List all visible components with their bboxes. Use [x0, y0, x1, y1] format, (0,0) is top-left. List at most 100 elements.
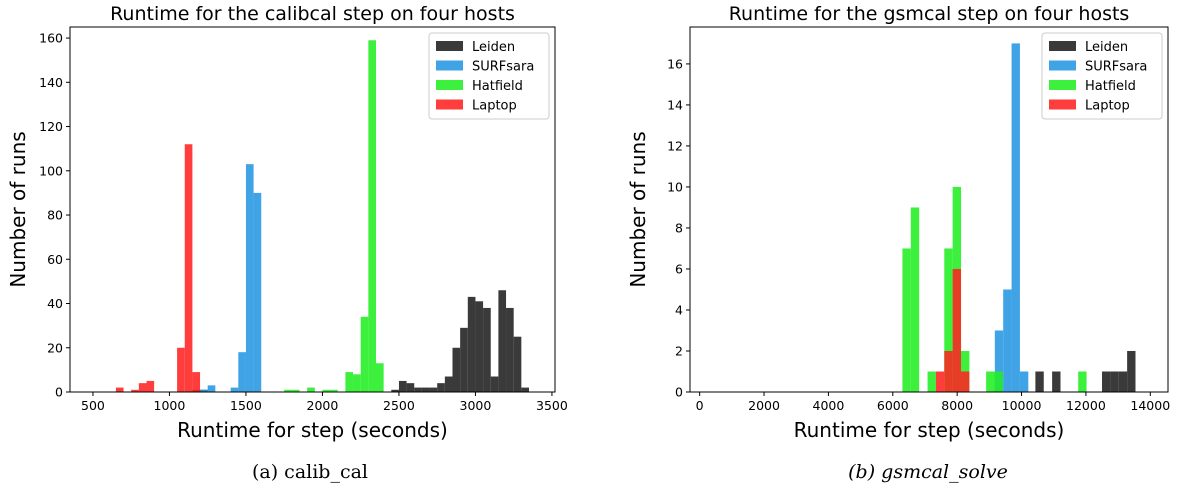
bar-leiden	[1118, 371, 1128, 392]
bar-laptop	[935, 371, 945, 392]
bar-leiden	[429, 387, 438, 392]
bar-leiden	[452, 347, 461, 392]
bar-hatfield	[360, 316, 369, 392]
bar-hatfield	[1078, 371, 1087, 392]
legend-label-laptop: Laptop	[472, 99, 517, 114]
y-tick-label: 10	[667, 179, 683, 194]
y-tick-label: 120	[39, 119, 63, 134]
bar-hatfield	[944, 248, 953, 392]
bar-leiden	[444, 376, 453, 392]
bars	[902, 43, 1136, 393]
y-tick-label: 6	[675, 261, 683, 276]
legend-swatch-leiden	[1049, 41, 1076, 51]
x-tick-label: 6000	[877, 398, 909, 413]
legend-swatch-surfsara	[1049, 60, 1076, 71]
bar-surfsara	[207, 385, 216, 392]
bar-hatfield	[345, 372, 354, 392]
y-tick-label: 12	[667, 138, 683, 153]
legend-label-hatfield: Hatfield	[1085, 79, 1136, 94]
x-tick-label: 12000	[1066, 398, 1106, 413]
x-tick-label: 14000	[1130, 398, 1170, 413]
bar-hatfield	[307, 387, 315, 392]
bar-leiden	[1110, 371, 1119, 392]
y-tick-label: 14	[667, 97, 683, 112]
bar-leiden	[391, 389, 399, 392]
chart-title: Runtime for the gsmcal step on four host…	[729, 3, 1130, 25]
x-tick-label: 10000	[1002, 398, 1042, 413]
plot-frame	[689, 26, 1169, 393]
bar-hatfield	[994, 371, 1003, 392]
bar-hatfield	[927, 371, 936, 392]
legend-swatch-hatfield	[1049, 80, 1076, 90]
bar-hatfield	[322, 389, 331, 392]
bar-surfsara	[245, 164, 254, 392]
bar-hatfield	[291, 389, 300, 392]
legend: Leiden SURFsara Hatfield Laptop	[428, 32, 550, 120]
bar-leiden	[460, 327, 468, 392]
y-axis-label: Number of runs	[626, 131, 650, 287]
legend-label-leiden: Leiden	[472, 40, 515, 55]
legend-label-surfsara: SURFsara	[1085, 60, 1147, 75]
y-tick-label: 60	[47, 252, 63, 267]
bar-hatfield	[902, 248, 911, 392]
legend-label-laptop: Laptop	[1085, 99, 1130, 114]
legend-box	[428, 32, 550, 120]
x-tick-label: 2500	[383, 398, 415, 413]
legend-box	[1041, 32, 1163, 120]
bar-leiden	[467, 296, 476, 392]
bar-hatfield	[330, 389, 338, 392]
bar-leiden	[513, 336, 522, 392]
bar-hatfield	[375, 363, 384, 392]
bar-leiden	[475, 301, 484, 392]
bar-surfsara	[200, 389, 208, 392]
bar-laptop	[944, 350, 953, 392]
legend-swatch-surfsara	[436, 60, 463, 71]
bar-leiden	[521, 387, 529, 392]
y-tick-label: 16	[667, 56, 683, 71]
bar-leiden	[483, 307, 491, 392]
y-tick-label: 0	[55, 385, 63, 400]
bar-leiden	[421, 387, 430, 392]
chart-title: Runtime for the calibcal step on four ho…	[110, 3, 515, 25]
x-tick-label: 0	[696, 398, 704, 413]
bar-leiden	[437, 383, 445, 392]
y-tick-label: 0	[675, 385, 683, 400]
bar-leiden	[1127, 350, 1136, 392]
bar-hatfield	[986, 371, 995, 392]
y-tick-label: 100	[39, 163, 63, 178]
x-tick-label: 2000	[307, 398, 339, 413]
bar-surfsara	[230, 387, 239, 392]
bar-laptop	[192, 372, 201, 392]
legend-swatch-laptop	[1049, 99, 1076, 110]
x-tick-label: 500	[81, 398, 105, 413]
bar-laptop	[131, 389, 139, 392]
x-tick-label: 2000	[748, 398, 780, 413]
bar-leiden	[1035, 371, 1044, 392]
y-tick-label: 160	[39, 31, 63, 46]
y-tick-label: 80	[47, 208, 63, 223]
x-tick-label: 3000	[460, 398, 492, 413]
legend-label-surfsara: SURFsara	[472, 60, 534, 75]
legend: Leiden SURFsara Hatfield Laptop	[1041, 32, 1163, 120]
y-tick-label: 140	[39, 75, 63, 90]
bar-surfsara	[994, 330, 1004, 392]
bar-laptop	[952, 268, 962, 392]
bar-surfsara	[1011, 43, 1020, 393]
y-tick-label: 8	[675, 220, 683, 235]
bar-hatfield	[368, 40, 376, 392]
bar-leiden	[414, 387, 422, 392]
bar-laptop	[138, 383, 147, 392]
bar-surfsara	[253, 192, 262, 392]
bar-surfsara	[238, 352, 246, 392]
y-tick-label: 4	[675, 302, 683, 317]
legend-label-leiden: Leiden	[1085, 40, 1128, 55]
bar-laptop	[115, 387, 124, 392]
x-tick-label: 4000	[813, 398, 845, 413]
bar-hatfield	[284, 389, 292, 392]
legend-swatch-leiden	[436, 41, 463, 51]
x-tick-label: 3500	[536, 398, 568, 413]
y-tick-label: 40	[47, 296, 63, 311]
x-axis-label: Runtime for step (seconds)	[794, 418, 1065, 442]
y-tick-label: 2	[675, 343, 683, 358]
